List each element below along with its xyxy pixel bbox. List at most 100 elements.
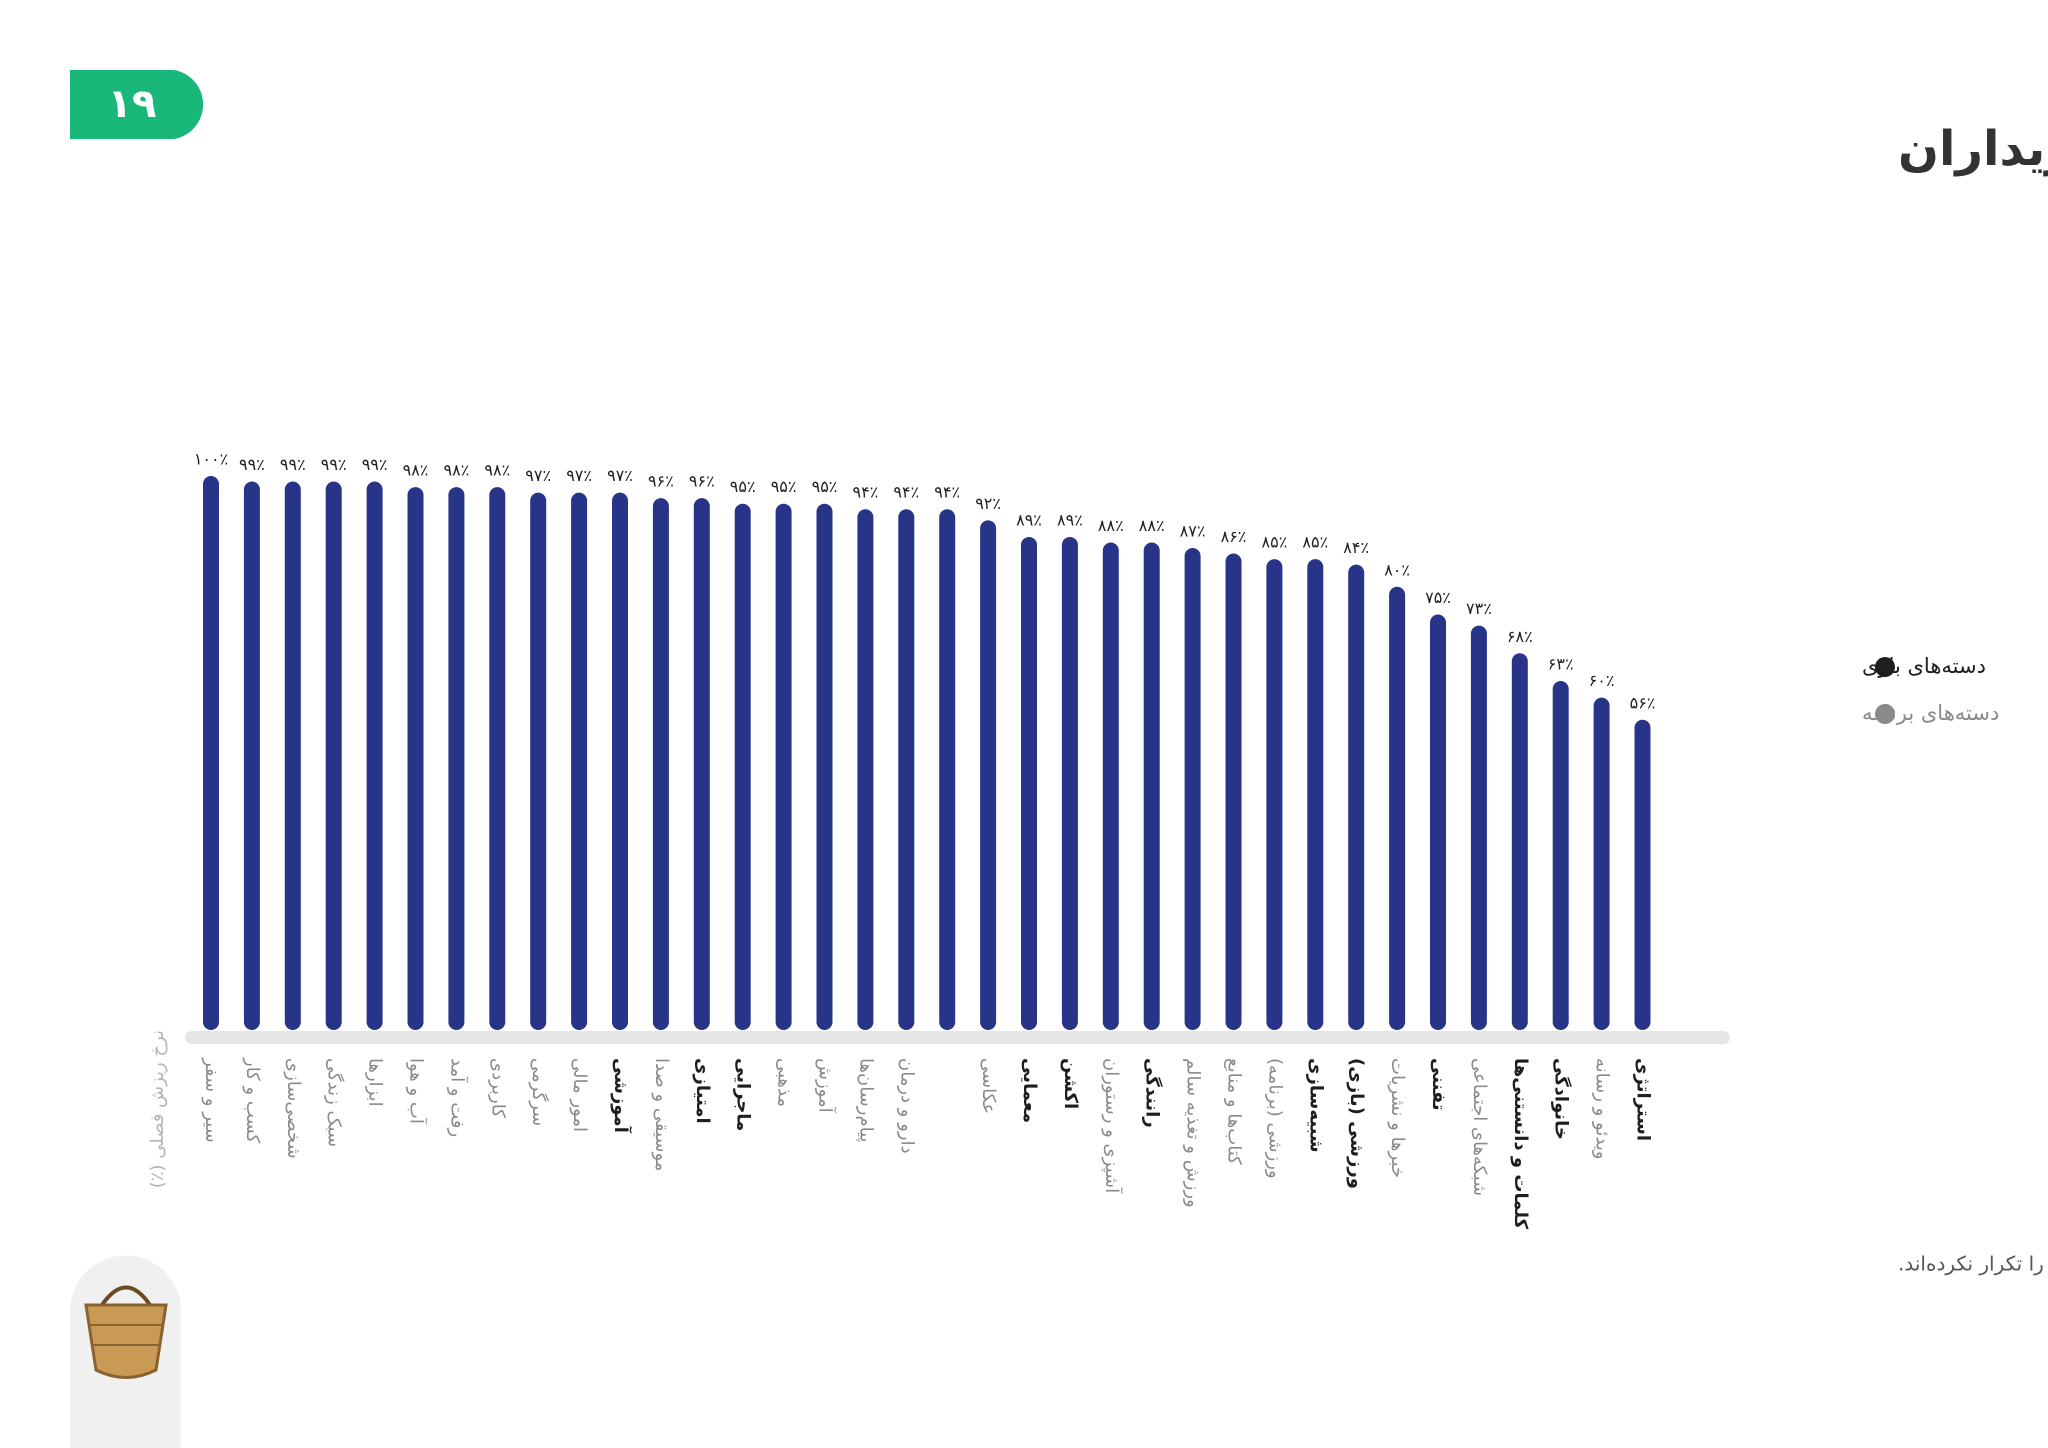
value-label: ۹۸٪ — [484, 461, 510, 480]
value-label: ۷۵٪ — [1425, 588, 1451, 607]
bar — [1348, 564, 1365, 1030]
value-label: ۶۰٪ — [1589, 671, 1615, 690]
value-label: ۹۵٪ — [771, 477, 797, 496]
x-tick-label: شخصی‌سازی — [283, 1058, 304, 1159]
x-tick-label: شبیه‌سازی — [1305, 1058, 1326, 1153]
x-tick-label: ورزش و تغذیه سالم — [1183, 1058, 1204, 1208]
bar — [243, 481, 260, 1030]
bar — [734, 503, 751, 1030]
x-tick-label: آشپزی و رستوران — [1101, 1058, 1124, 1194]
x-tick-label: خانوادگی — [1551, 1058, 1573, 1140]
bar — [1102, 542, 1119, 1030]
x-tick-label: کسب و کار — [242, 1057, 263, 1144]
value-label: ۹۵٪ — [730, 477, 756, 496]
x-tick-label: پیام‌رسان‌ها — [855, 1058, 876, 1143]
bar — [1511, 653, 1528, 1030]
value-label: ۹۴٪ — [893, 483, 919, 502]
bar — [571, 492, 588, 1030]
x-tick-label: آموزشی — [610, 1058, 633, 1134]
chart-title: نرخ ریزش فصلی خریداران — [1898, 121, 2048, 177]
value-label: ۹۹٪ — [362, 455, 388, 474]
bar — [1552, 680, 1569, 1030]
x-tick-label: عکاسی — [978, 1058, 999, 1114]
value-label: ۹۸٪ — [444, 461, 470, 480]
basket-icon — [84, 1285, 168, 1379]
value-label: ۸۹٪ — [1057, 510, 1083, 529]
bar — [857, 509, 874, 1030]
value-label: ۸۸٪ — [1098, 516, 1124, 535]
bar — [1389, 586, 1406, 1030]
value-label: ۷۳٪ — [1466, 599, 1492, 618]
value-label: ۸۷٪ — [1180, 522, 1206, 541]
x-tick-label: سرگرمی — [528, 1058, 550, 1126]
bar — [1307, 559, 1324, 1030]
bar — [652, 498, 669, 1030]
value-label: ۹۷٪ — [566, 466, 592, 485]
value-label: ۸۵٪ — [1262, 533, 1288, 552]
legend-marker — [1875, 657, 1895, 677]
x-tick-label: موسیقی و صدا — [651, 1058, 672, 1171]
legend-label: دسته‌های بازی — [1862, 654, 1986, 678]
bar — [284, 481, 301, 1030]
bar — [693, 498, 710, 1030]
bar — [775, 503, 792, 1030]
value-label: ۹۴٪ — [853, 483, 879, 502]
x-tick-label: ابزارها — [365, 1058, 386, 1107]
value-label: ۹۲٪ — [975, 494, 1001, 513]
x-tick-label: آموزش — [815, 1058, 838, 1114]
bar — [325, 481, 342, 1030]
value-label: ۸۶٪ — [1221, 527, 1247, 546]
x-tick-label: مذهبی — [774, 1058, 795, 1107]
bar — [1266, 559, 1283, 1030]
legend-label: دسته‌های برنامه — [1862, 701, 1999, 725]
bar — [898, 509, 915, 1030]
bar — [1184, 548, 1201, 1030]
x-tick-label: رفت و آمد — [446, 1058, 469, 1137]
bar — [448, 487, 465, 1031]
legend-marker — [1875, 704, 1895, 724]
value-label: ۹۵٪ — [812, 477, 838, 496]
x-tick-label: ماجرایی — [733, 1058, 754, 1131]
value-label: ۹۶٪ — [689, 472, 715, 491]
value-label: ۹۴٪ — [934, 483, 960, 502]
bar — [1470, 625, 1487, 1030]
x-tick-label: سیر و سفر — [201, 1057, 222, 1143]
bar — [612, 492, 628, 1030]
value-label: ۶۳٪ — [1548, 654, 1574, 673]
value-label: ۹۷٪ — [525, 466, 551, 485]
value-label: ۹۹٪ — [321, 455, 347, 474]
value-label: ۸۴٪ — [1343, 538, 1369, 557]
x-tick-label: امور مالی — [569, 1058, 590, 1132]
x-tick-label: معمایی — [1019, 1058, 1040, 1123]
x-tick-label: رانندگی — [1142, 1058, 1164, 1128]
bar — [1634, 719, 1651, 1030]
bar — [1061, 536, 1078, 1030]
footnote: نرخ ریزش به‌ازای خریداران محاسبه شده است… — [1898, 1252, 2048, 1277]
bar — [203, 476, 219, 1030]
x-tick-label: تفننی — [1428, 1058, 1449, 1111]
x-tick-label: دارو و درمان — [896, 1058, 917, 1154]
bar — [1021, 536, 1037, 1030]
x-tick-label: ورزشی (برنامه) — [1264, 1058, 1285, 1179]
value-label: ۸۵٪ — [1302, 533, 1328, 552]
baseline — [185, 1031, 1730, 1044]
value-label: ۹۸٪ — [403, 461, 429, 480]
y-axis-label: نرخ ریزش فصلی (٪) — [147, 1030, 168, 1188]
bar — [407, 487, 424, 1031]
x-tick-label: ویدئو و رسانه — [1592, 1058, 1613, 1160]
bar — [1430, 614, 1446, 1030]
value-label: ۶۸٪ — [1507, 627, 1533, 646]
value-label: ۹۹٪ — [280, 455, 306, 474]
value-label: ۸۰٪ — [1384, 560, 1410, 579]
x-tick-label: کاربردی — [487, 1058, 508, 1118]
x-tick-label: سبک زندگی — [324, 1058, 346, 1147]
value-label: ۹۶٪ — [648, 472, 674, 491]
x-tick-label: کتاب‌ها و منابع — [1224, 1058, 1245, 1165]
x-tick-label: کلمات و دانستنی‌ها — [1510, 1058, 1531, 1230]
bar — [1143, 542, 1160, 1030]
bar — [1225, 553, 1242, 1030]
value-label: ۵۶٪ — [1630, 693, 1656, 712]
bar — [1593, 697, 1610, 1030]
x-tick-label: استراتژی — [1633, 1058, 1654, 1141]
